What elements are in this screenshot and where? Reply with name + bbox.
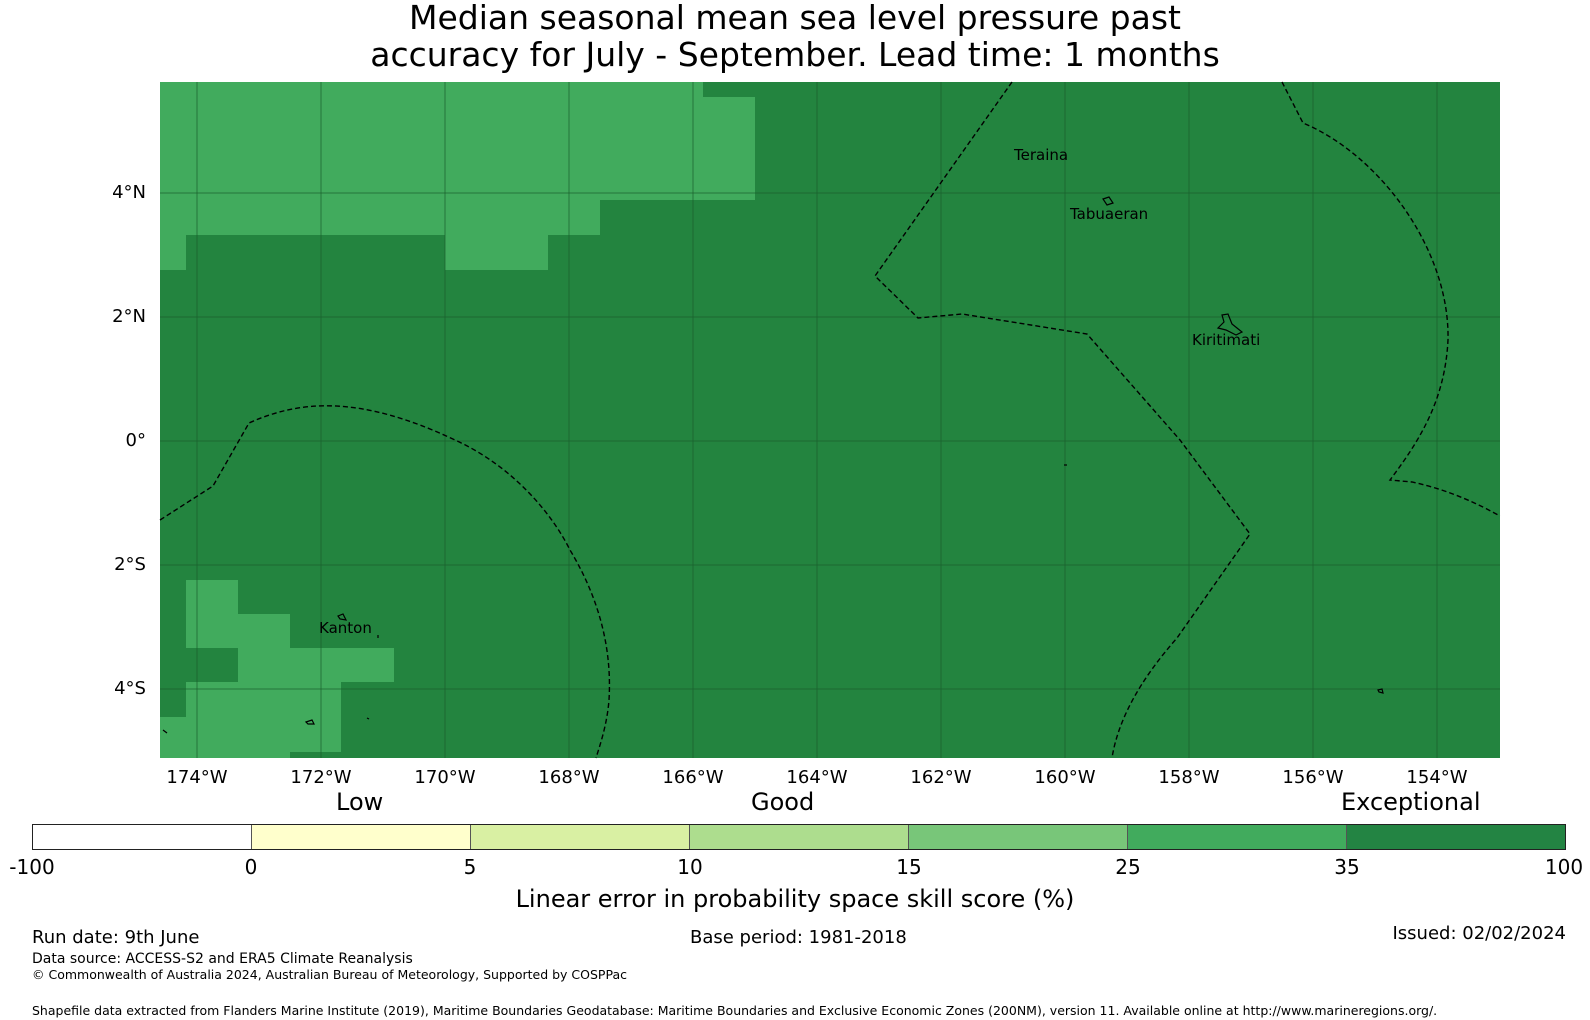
place-label-kanton: Kanton <box>319 619 372 637</box>
lon-label-162w: 162°W <box>910 767 972 788</box>
lon-label-156w: 156°W <box>1282 767 1344 788</box>
place-label-tabuaeran: Tabuaeran <box>1070 205 1149 223</box>
lon-label-174w: 174°W <box>166 767 228 788</box>
place-label-kiritimati: Kiritimati <box>1192 331 1261 349</box>
colorbar-segment-35-100 <box>1347 825 1565 849</box>
colorbar-segment-neg100-0 <box>33 825 252 849</box>
lon-label-168w: 168°W <box>538 767 600 788</box>
eez-boundary-kiritimati <box>1281 81 1501 517</box>
data-source: Data source: ACCESS-S2 and ERA5 Climate … <box>32 951 413 967</box>
colorbar-tick-35: 35 <box>1334 855 1360 879</box>
map-title-line-1: Median seasonal mean sea level pressure … <box>409 0 1181 37</box>
colorbar-tick-5: 5 <box>463 855 477 879</box>
colorbar-tick-100: 100 <box>1544 855 1584 879</box>
map-gridlines <box>160 82 1500 758</box>
colorbar-tick-10: 10 <box>677 855 703 879</box>
map-title-line-2: accuracy for July - September. Lead time… <box>370 35 1220 74</box>
lon-label-170w: 170°W <box>414 767 476 788</box>
islet-shape-3 <box>162 729 168 734</box>
colorbar-label: Linear error in probability space skill … <box>515 885 1075 913</box>
lat-label-4s: 4°S <box>114 678 146 699</box>
islet-shape-2 <box>1377 688 1384 694</box>
kanton-island-shape <box>337 613 348 621</box>
skill-region-25-35 <box>160 82 755 758</box>
lon-label-166w: 166°W <box>662 767 724 788</box>
legend-colorbar <box>32 824 1566 850</box>
lon-label-164w: 164°W <box>786 767 848 788</box>
colorbar-segment-15-25 <box>909 825 1128 849</box>
issued-date: Issued: 02/02/2024 <box>1392 923 1566 944</box>
colorbar-tick-25: 25 <box>1115 855 1141 879</box>
islet-shape-5 <box>366 717 370 720</box>
lat-label-4n: 4°N <box>112 182 146 203</box>
lat-label-0: 0° <box>125 430 146 451</box>
colorbar-tick-0: 0 <box>244 855 258 879</box>
legend-category-low: Low <box>336 788 384 816</box>
run-date: Run date: 9th June <box>32 927 200 948</box>
legend-category-good: Good <box>751 788 815 816</box>
tabuaeran-island-shape <box>1102 196 1114 206</box>
eez-boundary-kanton <box>159 405 611 759</box>
kiritimati-island-shape <box>1216 313 1244 336</box>
eez-boundaries <box>159 81 1501 759</box>
lat-label-2n: 2°N <box>112 306 146 327</box>
legend-category-exceptional: Exceptional <box>1341 788 1481 816</box>
lon-label-172w: 172°W <box>290 767 352 788</box>
base-period: Base period: 1981-2018 <box>690 927 907 948</box>
place-label-teraina: Teraina <box>1014 146 1069 164</box>
lat-label-2s: 2°S <box>114 554 146 575</box>
lon-label-160w: 160°W <box>1034 767 1096 788</box>
copyright-notice: © Commonwealth of Australia 2024, Austra… <box>32 967 627 982</box>
colorbar-segment-25-35 <box>1128 825 1347 849</box>
lon-label-154w: 154°W <box>1406 767 1468 788</box>
colorbar-tick-neg100: -100 <box>9 855 55 879</box>
colorbar-segment-5-10 <box>471 825 690 849</box>
colorbar-tick-15: 15 <box>896 855 922 879</box>
colorbar-segment-0-5 <box>252 825 471 849</box>
islet-shape-1 <box>304 719 315 725</box>
lon-label-158w: 158°W <box>1158 767 1220 788</box>
island-outlines <box>162 196 1384 734</box>
colorbar-segment-10-15 <box>690 825 909 849</box>
shapefile-credit: Shapefile data extracted from Flanders M… <box>32 1003 1438 1018</box>
